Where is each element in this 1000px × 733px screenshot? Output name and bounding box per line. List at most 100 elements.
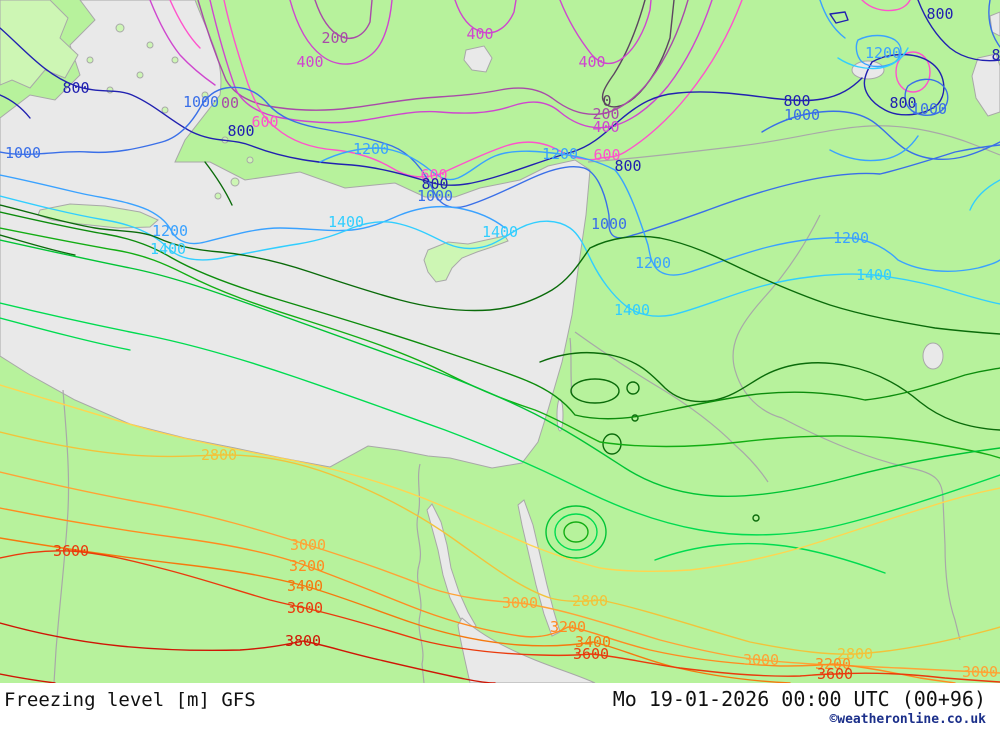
contour-3400	[0, 537, 791, 683]
contour-label-00: 00	[221, 94, 239, 112]
contour-1600-levant	[539, 351, 1000, 431]
contour-1000	[0, 86, 1000, 239]
contour-3000	[0, 471, 1000, 674]
contour-label-800: 800	[227, 122, 254, 140]
contour-sinai-ring3	[563, 521, 589, 543]
contour-3800	[0, 622, 496, 683]
red-sea	[457, 617, 596, 683]
contour-1600-blob	[570, 378, 620, 404]
contour-2200	[0, 239, 1000, 497]
contour-800-loop-east	[863, 53, 945, 116]
lake-tuz	[463, 45, 493, 73]
contour-400-ridge	[559, 0, 652, 65]
contour-label-400: 400	[592, 118, 619, 136]
contour-2400-west2	[0, 317, 131, 351]
contour-label-1000: 1000	[784, 106, 820, 124]
contour-400-dip-center	[454, 0, 517, 34]
forecast-datetime: Mo 19-01-2026 00:00 UTC (00+96)	[612, 687, 986, 711]
contour-label-3400: 3400	[575, 633, 611, 651]
border-iraq	[732, 214, 821, 419]
contour-1400-right-edge	[969, 179, 1000, 211]
contour-2800	[0, 431, 1000, 655]
contour-label-600: 600	[593, 146, 620, 164]
contour-green-arc-south	[654, 542, 886, 574]
map-title: Freezing level [m] GFS	[4, 689, 256, 711]
copyright-credit: ©weatheronline.co.uk	[829, 712, 986, 727]
contour-1600	[0, 204, 1000, 335]
contour-label-800: 800	[614, 157, 641, 175]
contour-1200-anatolia	[319, 147, 1000, 276]
contour-label-3400: 3400	[287, 577, 323, 595]
contour-1600-dot	[626, 381, 640, 395]
contour-label-3600: 3600	[53, 542, 89, 560]
lake-corner	[989, 11, 1000, 37]
contour-1200-west	[0, 174, 506, 245]
contour-label-1000: 1000	[417, 187, 453, 205]
aegean-island	[146, 41, 154, 49]
contour-3200	[0, 507, 956, 683]
contour-label-3000: 3000	[502, 594, 538, 612]
contour-label-1400: 1400	[614, 301, 650, 319]
border-turkey-east	[587, 125, 1000, 163]
contour-1600-aegean	[204, 161, 233, 206]
lake-east	[922, 342, 944, 370]
contour-label-3000: 3000	[290, 536, 326, 554]
contour-label-1200: 1200	[865, 44, 901, 62]
contour-label-3200: 3200	[815, 655, 851, 673]
contour-1400	[0, 195, 1000, 317]
contours-warm	[0, 384, 1000, 683]
contour-400-dip-west	[289, 0, 393, 65]
contour-800	[0, 27, 863, 186]
contour-label-2800: 2800	[837, 645, 873, 663]
contour-600-ring	[895, 51, 931, 93]
contour-label-800: 800	[889, 94, 916, 112]
contour-800-northeast	[917, 0, 1000, 62]
contour-magenta-nw	[149, 0, 216, 86]
aegean-island	[246, 156, 254, 164]
border-egypt-libya	[53, 389, 70, 683]
contour-600-arc	[861, 0, 911, 12]
aegean-island	[86, 56, 94, 64]
contour-1600-west2	[0, 234, 76, 256]
border-iraq-saudi	[781, 417, 961, 641]
contour-sinai-ring2	[554, 513, 598, 551]
contour-label-800: 800	[783, 92, 810, 110]
contours-blue	[0, 0, 1000, 317]
contour-label-1000: 1000	[5, 144, 41, 162]
contour-label-800: 800	[421, 175, 448, 193]
contour-label-2800: 2800	[201, 446, 237, 464]
contour-600	[223, 0, 743, 178]
aegean-island	[171, 56, 179, 64]
contour-label-800: 800	[926, 5, 953, 23]
contours-green	[0, 161, 1000, 574]
contour-label-200: 200	[321, 29, 348, 47]
contour-label-0: 0	[602, 92, 611, 110]
aegean-island	[161, 106, 169, 114]
contour-label-1000: 1000	[591, 215, 627, 233]
contour-1600-dot3	[752, 514, 760, 522]
contour-1000-east	[761, 110, 1000, 160]
contour-label-3600: 3600	[573, 645, 609, 663]
contour-1600-dot2	[631, 414, 639, 422]
karpathos-island	[214, 192, 222, 200]
lake-northeast	[971, 53, 1000, 117]
contour-label-3800: 3800	[285, 632, 321, 650]
contour-1000-ne-edge	[988, 0, 1000, 48]
contour-label-3600: 3600	[287, 599, 323, 617]
contour-4000-corner	[0, 673, 56, 683]
contour-label-400: 400	[466, 25, 493, 43]
contour-2600	[0, 384, 1000, 573]
contour-label-3600: 3600	[817, 665, 853, 683]
contour-pink-nw	[169, 0, 201, 49]
contour-1200-ne	[819, 0, 846, 39]
contour-label-3000: 3000	[962, 663, 998, 681]
aegean-island	[136, 71, 144, 79]
cyprus-island	[423, 235, 509, 283]
contour-label-600: 600	[420, 166, 447, 184]
contour-800-nw	[0, 94, 31, 119]
contour-400	[209, 0, 713, 129]
status-bar: Freezing level [m] GFS Mo 19-01-2026 00:…	[0, 683, 1000, 733]
border-jordan	[574, 331, 769, 483]
contour-label-800: 800	[62, 79, 89, 97]
